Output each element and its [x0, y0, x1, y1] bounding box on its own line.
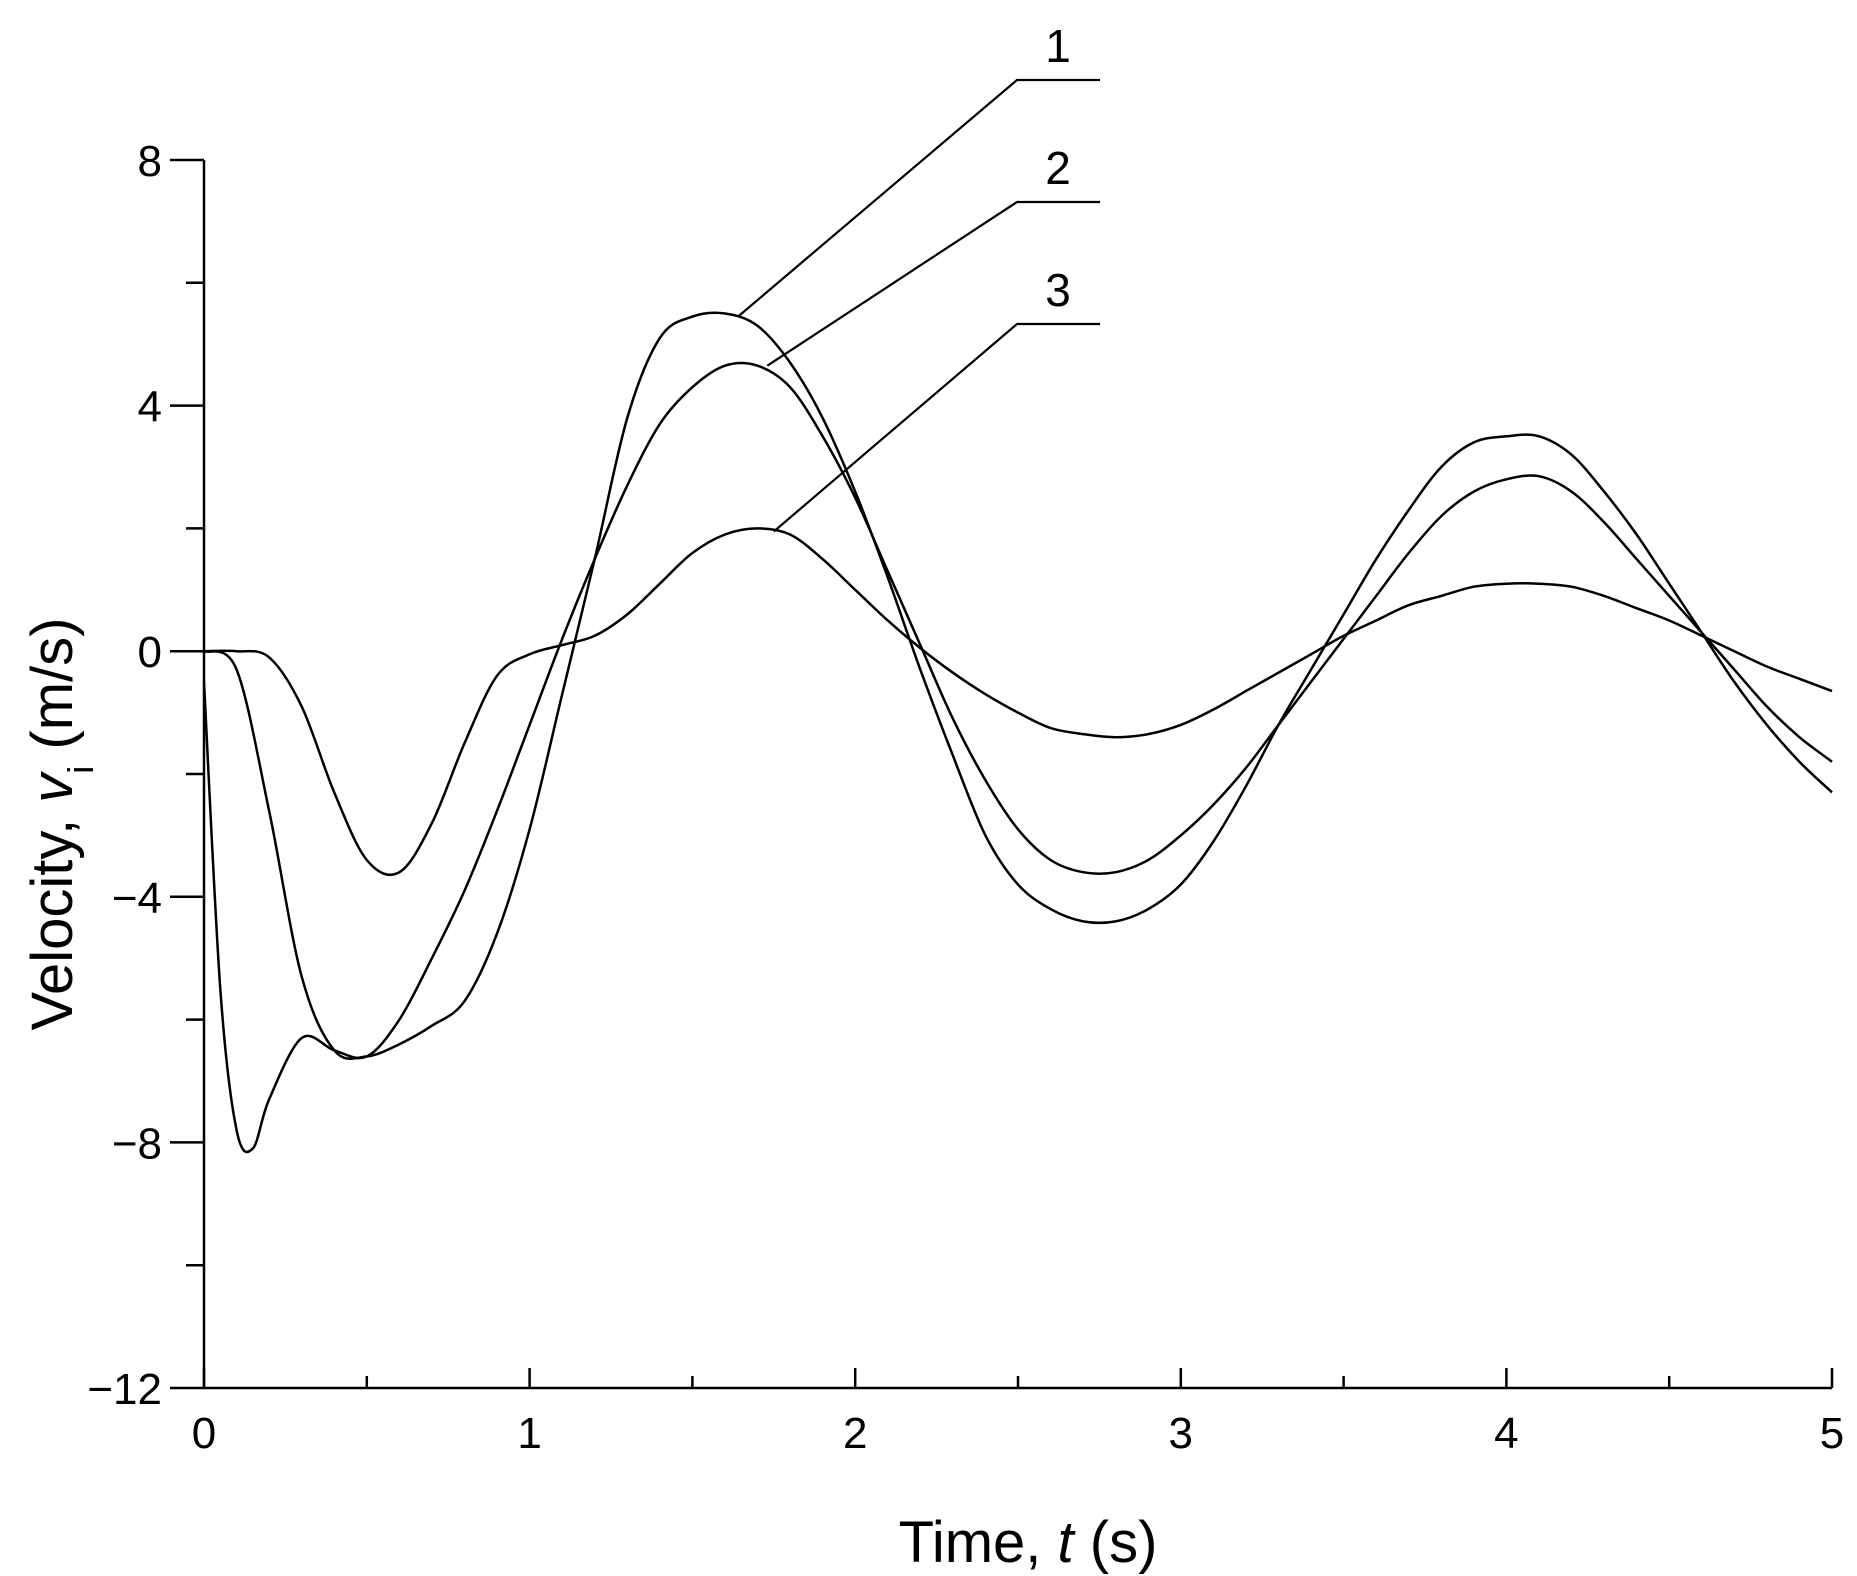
- callout-label-3: 3: [1045, 264, 1071, 316]
- series-line-3: [203, 527, 1833, 877]
- callout-leader-3: [773, 322, 1100, 533]
- x-axis-title: Time, t (s): [899, 1510, 1158, 1575]
- x-tick-label: 1: [517, 1409, 541, 1458]
- x-axis-title-suffix: (s): [1074, 1510, 1158, 1575]
- y-axis-title-suffix: (m/s): [20, 618, 85, 766]
- y-tick-label: −8: [112, 1119, 162, 1168]
- series-curves: [202, 311, 1833, 1154]
- y-tick-label: 0: [138, 628, 162, 677]
- x-axis-title-symbol: t: [1058, 1510, 1077, 1575]
- y-tick-label: 8: [138, 137, 162, 186]
- x-tick-label: 5: [1820, 1409, 1844, 1458]
- y-tick-label: 4: [138, 383, 162, 432]
- callout-label-2: 2: [1045, 142, 1071, 194]
- series-callouts: 1 2 3: [737, 20, 1100, 533]
- x-tick-label: 2: [843, 1409, 867, 1458]
- x-axis-title-prefix: Time,: [899, 1510, 1058, 1575]
- y-axis-title-subscript: i: [60, 766, 101, 774]
- x-tick-label: 0: [192, 1409, 216, 1458]
- x-tick-label: 3: [1169, 1409, 1193, 1458]
- x-tick-label: 4: [1494, 1409, 1518, 1458]
- callout-label-1: 1: [1045, 20, 1071, 72]
- y-axis-title-prefix: Velocity,: [20, 803, 85, 1031]
- callout-leader-1: [737, 78, 1100, 318]
- callout-leader-2: [766, 200, 1100, 367]
- y-axis-title: Velocity, vi (m/s): [20, 618, 101, 1031]
- series-line-2: [202, 361, 1833, 1154]
- axes: 0 1 2 3 4 5 −12 −8 −4 0 4 8: [87, 137, 1844, 1458]
- y-tick-label: −12: [87, 1365, 162, 1414]
- y-axis-title-symbol: v: [20, 771, 85, 803]
- series-line-1: [203, 311, 1833, 1060]
- y-tick-label: −4: [112, 874, 162, 923]
